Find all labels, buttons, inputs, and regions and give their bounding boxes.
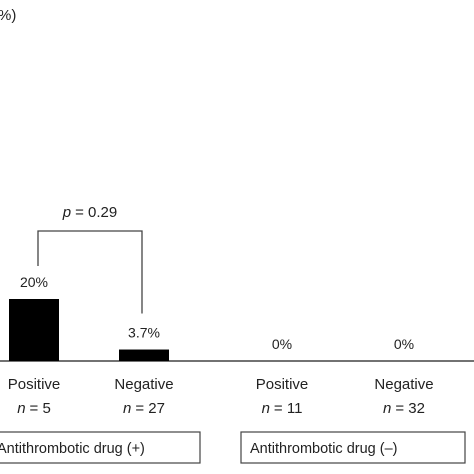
value-label: 0% [394, 336, 414, 352]
group-label: Antithrombotic drug (+) [0, 441, 145, 457]
y-axis-label: %) [0, 7, 16, 24]
sample-size-label: n = 11 [262, 400, 303, 417]
value-label: 0% [272, 336, 292, 352]
category-label: Positive [256, 376, 309, 393]
sample-size-label: n = 5 [17, 400, 51, 417]
group-box-antithrombotic-minus [240, 431, 466, 464]
significance-bracket [37, 230, 143, 314]
group-box-antithrombotic-plus [0, 431, 201, 464]
bar-negative-antithrombotic-plus [119, 349, 169, 361]
value-label: 3.7% [128, 325, 160, 341]
category-label: Negative [114, 376, 173, 393]
category-label: Positive [8, 376, 61, 393]
p-value-label: p = 0.29 [62, 204, 117, 221]
group-label: Antithrombotic drug (–) [250, 441, 397, 457]
value-label: 20% [20, 274, 48, 290]
category-label: Negative [374, 376, 433, 393]
bar-positive-antithrombotic-plus [9, 299, 59, 361]
sample-size-label: n = 32 [383, 400, 425, 417]
sample-size-label: n = 27 [123, 400, 165, 417]
